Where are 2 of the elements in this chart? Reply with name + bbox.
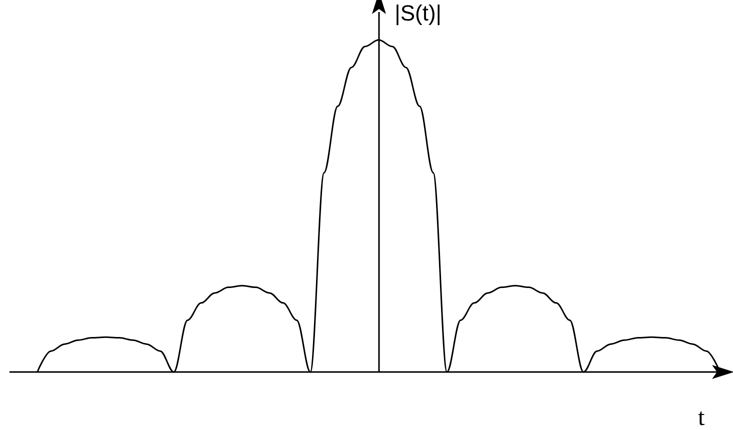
x-axis-title: t <box>698 405 705 430</box>
y-axis-title: |S(t)| <box>394 0 442 26</box>
